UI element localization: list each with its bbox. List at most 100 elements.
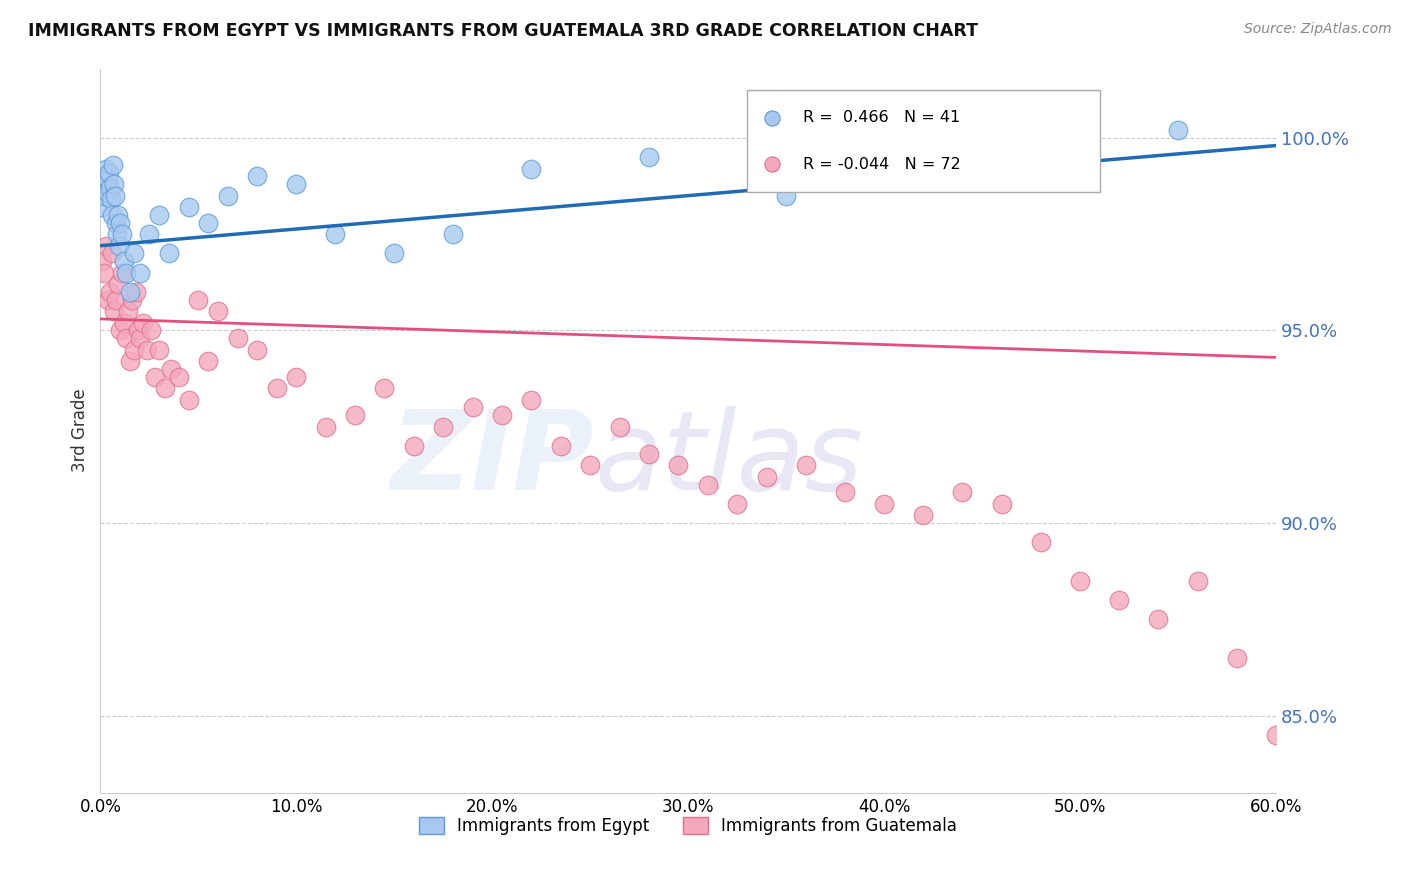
- Point: [124, 285, 146, 299]
- Point: [1069, 574, 1091, 588]
- Point: [609, 419, 631, 434]
- Point: [93, 188, 115, 202]
- Point: [187, 293, 209, 307]
- Point: [285, 177, 308, 191]
- Point: [725, 497, 748, 511]
- Point: [121, 293, 143, 307]
- Point: [550, 439, 572, 453]
- Point: [104, 188, 127, 202]
- Point: [141, 323, 163, 337]
- Point: [157, 246, 180, 260]
- Point: [122, 343, 145, 357]
- Point: [160, 362, 183, 376]
- Point: [105, 227, 128, 241]
- Point: [177, 200, 200, 214]
- Point: [246, 169, 269, 184]
- Point: [285, 369, 308, 384]
- Text: Source: ZipAtlas.com: Source: ZipAtlas.com: [1244, 22, 1392, 37]
- Point: [96, 238, 118, 252]
- Point: [98, 285, 121, 299]
- Point: [579, 458, 602, 473]
- Point: [1226, 650, 1249, 665]
- Point: [520, 392, 543, 407]
- Point: [118, 285, 141, 299]
- Point: [101, 246, 124, 260]
- Point: [128, 331, 150, 345]
- Point: [101, 208, 124, 222]
- Point: [143, 369, 166, 384]
- Point: [91, 177, 114, 191]
- Text: ZIP: ZIP: [391, 406, 595, 513]
- Point: [382, 246, 405, 260]
- Point: [98, 165, 121, 179]
- Point: [638, 447, 661, 461]
- Point: [108, 323, 131, 337]
- Point: [105, 293, 128, 307]
- Legend: Immigrants from Egypt, Immigrants from Guatemala: Immigrants from Egypt, Immigrants from G…: [419, 817, 957, 835]
- Point: [1029, 535, 1052, 549]
- Point: [112, 254, 135, 268]
- Point: [97, 173, 120, 187]
- Point: [432, 419, 454, 434]
- Point: [402, 439, 425, 453]
- Point: [98, 181, 121, 195]
- Point: [136, 343, 159, 357]
- Point: [97, 293, 120, 307]
- Point: [775, 188, 797, 202]
- Point: [103, 304, 125, 318]
- Point: [266, 381, 288, 395]
- Y-axis label: 3rd Grade: 3rd Grade: [72, 389, 89, 473]
- Point: [666, 458, 689, 473]
- Point: [638, 150, 661, 164]
- Point: [461, 401, 484, 415]
- Point: [696, 477, 718, 491]
- Point: [217, 188, 239, 202]
- Point: [132, 316, 155, 330]
- Point: [755, 470, 778, 484]
- Point: [1284, 381, 1306, 395]
- Point: [970, 169, 993, 184]
- Point: [1382, 439, 1405, 453]
- Point: [108, 238, 131, 252]
- Point: [107, 277, 129, 292]
- Point: [91, 200, 114, 214]
- Point: [520, 161, 543, 176]
- Point: [441, 227, 464, 241]
- Point: [138, 227, 160, 241]
- Point: [91, 254, 114, 268]
- Point: [1108, 593, 1130, 607]
- Point: [127, 323, 149, 337]
- Point: [491, 408, 513, 422]
- Point: [1303, 401, 1326, 415]
- Point: [107, 208, 129, 222]
- Point: [118, 354, 141, 368]
- Point: [952, 485, 974, 500]
- Point: [167, 369, 190, 384]
- Point: [1167, 123, 1189, 137]
- Point: [197, 216, 219, 230]
- Point: [177, 392, 200, 407]
- Point: [111, 266, 134, 280]
- Point: [117, 304, 139, 318]
- Point: [100, 193, 122, 207]
- Point: [1343, 419, 1365, 434]
- Point: [111, 227, 134, 241]
- Point: [207, 304, 229, 318]
- Point: [226, 331, 249, 345]
- Point: [344, 408, 367, 422]
- Text: IMMIGRANTS FROM EGYPT VS IMMIGRANTS FROM GUATEMALA 3RD GRADE CORRELATION CHART: IMMIGRANTS FROM EGYPT VS IMMIGRANTS FROM…: [28, 22, 979, 40]
- Point: [94, 169, 117, 184]
- Point: [105, 216, 128, 230]
- Point: [246, 343, 269, 357]
- Point: [373, 381, 395, 395]
- Point: [794, 458, 817, 473]
- Point: [148, 343, 170, 357]
- Point: [96, 185, 118, 199]
- Point: [197, 354, 219, 368]
- Point: [990, 497, 1012, 511]
- Point: [1265, 728, 1288, 742]
- Point: [93, 266, 115, 280]
- Point: [912, 508, 935, 523]
- Point: [122, 246, 145, 260]
- Point: [153, 381, 176, 395]
